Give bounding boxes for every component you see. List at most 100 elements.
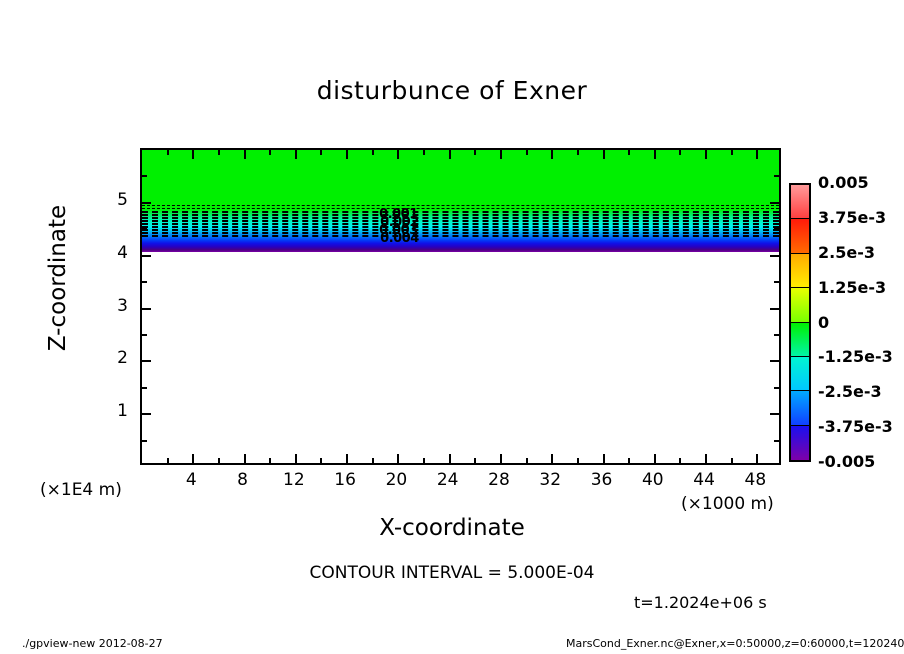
y-axis-title: Z-coordinate [45,204,71,352]
axis-tick [142,439,147,442]
x-tick-label: 44 [693,470,715,490]
footer-source-text: MarsCond_Exner.nc@Exner,x=0:50000,z=0:60… [566,637,904,650]
contour-line [142,228,779,231]
contour-line [142,208,779,210]
colorbar-band [791,425,809,460]
axis-tick [142,281,147,284]
colorbar-band [791,391,809,426]
axis-tick [774,175,779,178]
axis-tick [770,360,779,363]
axis-tick [653,454,656,463]
axis-tick [346,150,349,159]
colorbar-tick-label: -1.25e-3 [818,347,893,367]
no-data-field [142,252,779,463]
axis-tick [142,175,147,178]
axis-tick [756,150,759,159]
axis-tick [423,150,426,155]
axis-tick [397,150,400,159]
axis-tick [192,150,195,159]
contour-line [142,217,779,220]
colorbar-tick-label: 3.75e-3 [818,207,887,227]
x-tick-label: 24 [436,470,459,490]
x-axis-title: X-coordinate [379,515,525,541]
contour-line [142,234,779,237]
axis-tick [217,458,220,463]
colorbar-tick-label: -2.5e-3 [818,382,882,402]
axis-tick [679,458,682,463]
axis-tick [774,333,779,336]
y-axis-unit-label: (×1E4 m) [40,480,122,500]
x-tick-label: 12 [283,470,305,490]
y-tick-label: 5 [117,189,128,210]
contour-interval-text: CONTOUR INTERVAL = 5.000E-04 [309,563,595,583]
axis-tick [142,333,147,336]
colorbar-band [791,322,809,357]
y-tick-label: 1 [117,401,128,422]
axis-tick [730,150,733,155]
axis-tick [499,454,502,463]
axis-tick [320,458,323,463]
axis-tick [774,386,779,389]
contour-label: 0.002 [380,215,419,231]
x-tick-label: 48 [744,470,767,490]
contour-line [142,214,779,217]
axis-tick [166,458,169,463]
axis-tick [142,307,151,310]
colorbar-band [791,185,809,220]
axis-tick [551,150,554,159]
colorbar-tick-label: 0.005 [818,173,869,192]
axis-tick [269,458,272,463]
colorbar-tick-label: -3.75e-3 [818,417,893,437]
axis-tick [774,281,779,284]
colorbar-band [791,288,809,323]
axis-tick [551,454,554,463]
axis-tick [576,150,579,155]
axis-tick [774,439,779,442]
colorbar-tick-label: 2.5e-3 [818,242,875,262]
zero-value-field [142,150,779,209]
axis-tick [576,458,579,463]
contour-line [142,225,779,228]
axis-tick [474,458,477,463]
axis-tick [142,386,147,389]
axis-tick [142,413,151,416]
y-tick-label: 4 [117,242,128,263]
x-tick-label: 32 [539,470,562,490]
colorbar [789,183,811,462]
axis-tick [142,254,151,257]
axis-tick [499,150,502,159]
contour-line [142,222,779,225]
contour-label: 0.003 [379,223,418,239]
axis-tick [770,254,779,257]
x-tick-label: 36 [590,470,613,490]
axis-tick [705,150,708,159]
axis-tick [423,458,426,463]
y-tick-label: 2 [117,348,128,369]
axis-tick [243,454,246,463]
axis-tick [628,150,631,155]
axis-tick [770,307,779,310]
colorbar-tick-label: 0 [818,312,830,332]
axis-tick [770,201,779,204]
axis-tick [243,150,246,159]
axis-tick [294,454,297,463]
axis-tick [602,454,605,463]
axis-tick [679,150,682,155]
y-tick-label: 3 [117,295,128,316]
axis-tick [525,458,528,463]
x-tick-label: 20 [385,470,408,490]
axis-tick [602,150,605,159]
axis-tick [628,458,631,463]
contour-line [142,231,779,234]
contour-label: 0.001 [379,207,418,223]
contour-line [142,211,779,214]
axis-tick [756,454,759,463]
x-tick-label: 40 [641,470,664,490]
axis-tick [770,413,779,416]
time-stamp-text: t=1.2024e+06 s [634,593,767,612]
axis-tick [705,454,708,463]
axis-tick [142,201,151,204]
x-tick-label: 28 [488,470,510,490]
contour-line [142,205,779,207]
axis-tick [371,150,374,155]
